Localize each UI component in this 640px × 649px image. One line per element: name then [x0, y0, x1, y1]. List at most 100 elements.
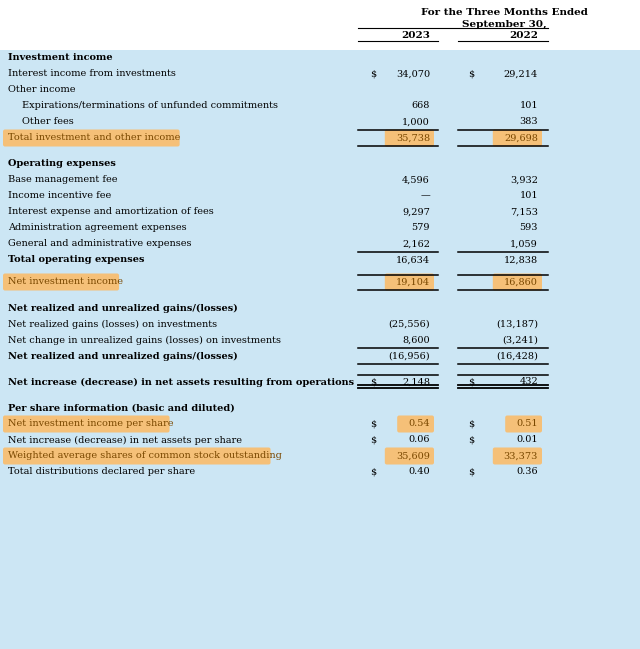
Text: (13,187): (13,187)	[496, 319, 538, 328]
FancyBboxPatch shape	[3, 415, 170, 432]
Text: Total investment and other income: Total investment and other income	[8, 134, 180, 143]
Text: Net realized gains (losses) on investments: Net realized gains (losses) on investmen…	[8, 319, 217, 328]
Bar	[0, 172, 640, 188]
Text: Expirations/terminations of unfunded commitments: Expirations/terminations of unfunded com…	[22, 101, 278, 110]
Text: (3,241): (3,241)	[502, 336, 538, 345]
Text: 2,162: 2,162	[402, 239, 430, 249]
Bar	[0, 98, 640, 114]
Text: Other fees: Other fees	[22, 117, 74, 127]
Text: (25,556): (25,556)	[388, 319, 430, 328]
Text: Net realized and unrealized gains/(losses): Net realized and unrealized gains/(losse…	[8, 352, 237, 361]
FancyBboxPatch shape	[493, 130, 542, 147]
Text: Net increase (decrease) in net assets per share: Net increase (decrease) in net assets pe…	[8, 435, 242, 445]
Text: 0.40: 0.40	[408, 467, 430, 476]
Text: Net investment income: Net investment income	[8, 278, 123, 286]
FancyBboxPatch shape	[3, 448, 271, 465]
Text: Administration agreement expenses: Administration agreement expenses	[8, 223, 187, 232]
FancyBboxPatch shape	[397, 415, 434, 432]
Text: 593: 593	[520, 223, 538, 232]
Bar	[0, 300, 640, 316]
FancyBboxPatch shape	[385, 448, 434, 465]
Text: 9,297: 9,297	[402, 208, 430, 217]
Text: Investment income: Investment income	[8, 53, 113, 62]
Bar	[0, 114, 640, 130]
FancyBboxPatch shape	[493, 273, 542, 291]
Bar	[0, 416, 640, 432]
Text: $: $	[370, 378, 376, 387]
Text: (16,428): (16,428)	[496, 352, 538, 360]
Text: 1,000: 1,000	[403, 117, 430, 127]
Text: 35,738: 35,738	[396, 134, 430, 143]
Bar	[0, 0, 640, 50]
Bar	[0, 188, 640, 204]
Bar	[0, 204, 640, 220]
Bar	[0, 236, 640, 252]
Text: 2022: 2022	[509, 31, 538, 40]
Text: Total distributions declared per share: Total distributions declared per share	[8, 467, 195, 476]
Text: Interest expense and amortization of fees: Interest expense and amortization of fee…	[8, 208, 214, 217]
Text: 1,059: 1,059	[510, 239, 538, 249]
Bar	[0, 400, 640, 416]
Text: 2023: 2023	[401, 31, 430, 40]
Text: $: $	[468, 378, 474, 387]
Bar	[0, 290, 640, 300]
Text: 12,838: 12,838	[504, 256, 538, 265]
Text: For the Three Months Ended: For the Three Months Ended	[420, 8, 588, 17]
FancyBboxPatch shape	[493, 448, 542, 465]
Text: 0.54: 0.54	[408, 419, 430, 428]
Bar	[0, 50, 640, 66]
Text: Income incentive fee: Income incentive fee	[8, 191, 111, 201]
Text: 432: 432	[519, 378, 538, 387]
Text: 0.06: 0.06	[408, 435, 430, 445]
FancyBboxPatch shape	[385, 130, 434, 147]
Bar	[0, 316, 640, 332]
Bar	[0, 390, 640, 400]
Text: 579: 579	[412, 223, 430, 232]
Bar	[0, 374, 640, 390]
Text: 8,600: 8,600	[403, 336, 430, 345]
Text: —: —	[420, 191, 430, 201]
Text: Net realized and unrealized gains/(losses): Net realized and unrealized gains/(losse…	[8, 304, 237, 313]
Text: 16,634: 16,634	[396, 256, 430, 265]
Text: 29,214: 29,214	[504, 69, 538, 79]
Text: 29,698: 29,698	[504, 134, 538, 143]
Text: 3,932: 3,932	[510, 175, 538, 184]
Bar	[0, 432, 640, 448]
Bar	[0, 252, 640, 268]
Bar	[0, 448, 640, 464]
Bar	[0, 146, 640, 156]
Text: 0.51: 0.51	[516, 419, 538, 428]
Bar	[0, 220, 640, 236]
Text: September 30,: September 30,	[461, 20, 547, 29]
Bar	[0, 82, 640, 98]
Text: 33,373: 33,373	[504, 452, 538, 461]
FancyBboxPatch shape	[3, 130, 180, 147]
Bar	[0, 274, 640, 290]
Text: $: $	[468, 69, 474, 79]
Bar	[0, 348, 640, 364]
Bar	[0, 130, 640, 146]
Text: $: $	[468, 435, 474, 445]
Text: 7,153: 7,153	[510, 208, 538, 217]
Text: 383: 383	[520, 117, 538, 127]
Text: 101: 101	[520, 101, 538, 110]
Text: $: $	[370, 467, 376, 476]
Bar	[0, 156, 640, 172]
FancyBboxPatch shape	[385, 273, 434, 291]
Text: Net change in unrealized gains (losses) on investments: Net change in unrealized gains (losses) …	[8, 336, 281, 345]
Text: $: $	[370, 419, 376, 428]
Text: General and administrative expenses: General and administrative expenses	[8, 239, 191, 249]
Text: Per share information (basic and diluted): Per share information (basic and diluted…	[8, 404, 235, 413]
Text: 2,148: 2,148	[402, 378, 430, 387]
Text: Net investment income per share: Net investment income per share	[8, 419, 173, 428]
Bar	[0, 268, 640, 274]
Text: Weighted average shares of common stock outstanding: Weighted average shares of common stock …	[8, 452, 282, 461]
Text: $: $	[370, 435, 376, 445]
Text: Base management fee: Base management fee	[8, 175, 118, 184]
Text: 4,596: 4,596	[403, 175, 430, 184]
Text: $: $	[468, 419, 474, 428]
Text: 668: 668	[412, 101, 430, 110]
Text: $: $	[468, 467, 474, 476]
Text: 34,070: 34,070	[396, 69, 430, 79]
Text: (16,956): (16,956)	[388, 352, 430, 360]
